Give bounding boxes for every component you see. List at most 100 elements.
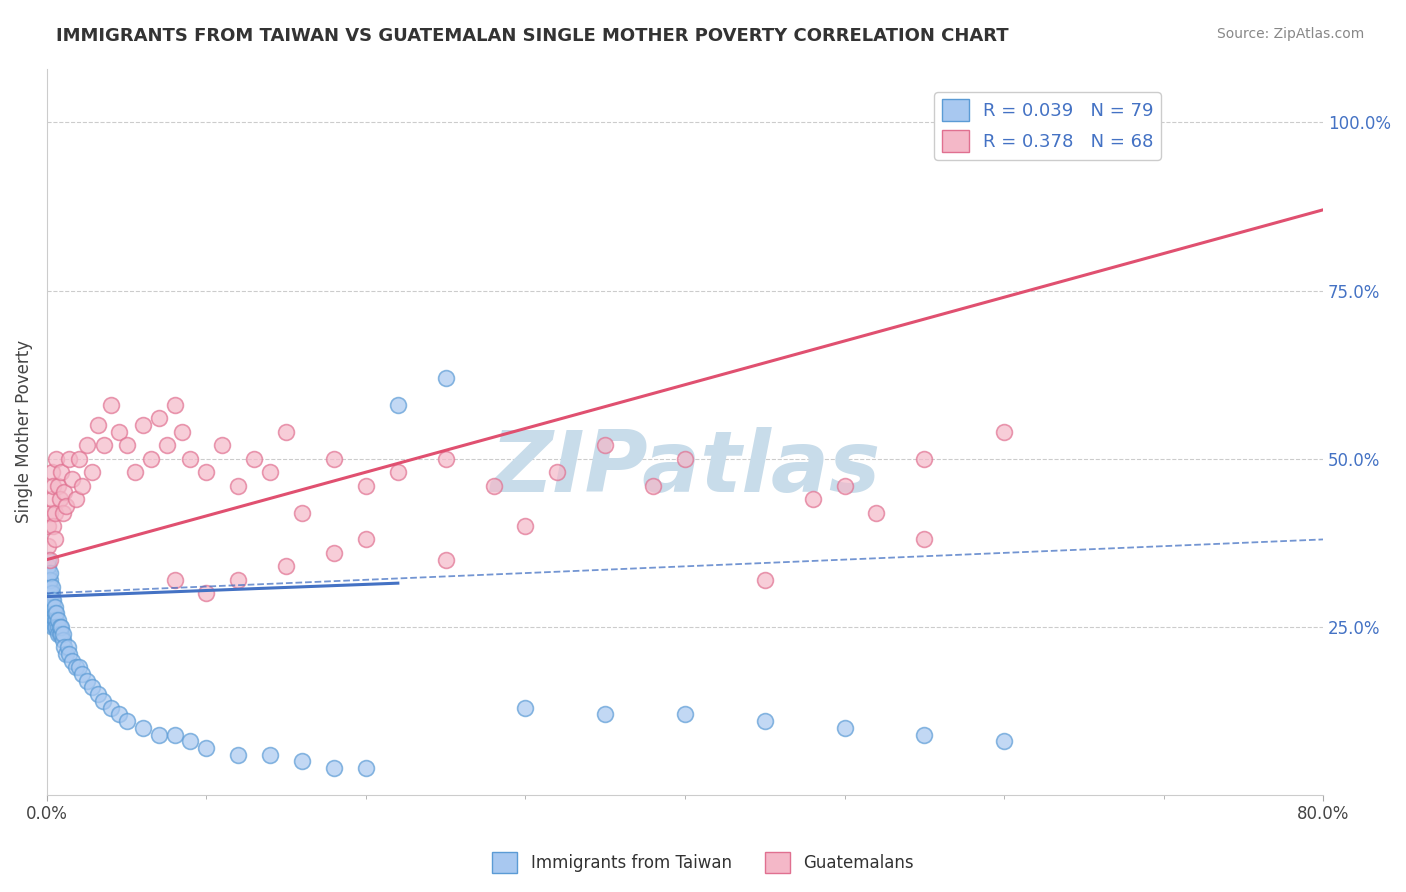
Point [37,559,59,574]
Point [51,626,73,640]
Point [39,613,62,627]
Point [39,573,62,587]
Point [53,640,76,654]
Point [39,607,62,621]
Point [195,465,218,479]
Point [48,626,70,640]
Point [179,734,201,748]
Point [41,491,63,506]
Point [100,700,122,714]
Point [39,552,62,566]
Point [993,734,1015,748]
Point [195,741,218,756]
Point [259,747,281,762]
Point [434,371,457,385]
Point [67,660,90,674]
Point [87,687,110,701]
Point [41,593,63,607]
Point [44,607,66,621]
Point [37,599,59,614]
Point [70,667,93,681]
Point [754,714,776,728]
Point [87,418,110,433]
Point [211,438,233,452]
Point [67,451,90,466]
Text: ZIPatlas: ZIPatlas [489,426,880,509]
Point [37,519,59,533]
Point [48,491,70,506]
Point [593,707,616,722]
Point [148,411,170,425]
Point [124,465,146,479]
Legend: R = 0.039   N = 79, R = 0.378   N = 68: R = 0.039 N = 79, R = 0.378 N = 68 [935,92,1161,160]
Point [195,586,218,600]
Point [179,451,201,466]
Point [912,533,935,547]
Point [52,506,75,520]
Point [912,451,935,466]
Point [65,491,87,506]
Point [53,485,76,500]
Point [42,519,65,533]
Point [37,593,59,607]
Point [912,727,935,741]
Point [163,398,186,412]
Point [993,425,1015,439]
Point [41,613,63,627]
Point [37,573,59,587]
Point [80,465,103,479]
Point [276,559,298,574]
Point [39,599,62,614]
Point [243,451,266,466]
Point [546,465,568,479]
Point [801,491,824,506]
Point [515,519,537,533]
Point [387,465,409,479]
Point [44,620,66,634]
Point [434,451,457,466]
Point [37,580,59,594]
Point [39,593,62,607]
Point [45,451,67,466]
Point [834,478,856,492]
Point [46,620,69,634]
Point [323,761,346,775]
Point [323,546,346,560]
Point [131,418,153,433]
Point [55,647,77,661]
Point [39,586,62,600]
Point [673,451,696,466]
Point [52,633,75,648]
Point [323,451,346,466]
Point [37,613,59,627]
Point [228,573,250,587]
Point [48,620,70,634]
Point [291,755,314,769]
Point [70,478,93,492]
Point [41,599,63,614]
Point [41,586,63,600]
Point [46,478,69,492]
Point [76,438,98,452]
Point [46,613,69,627]
Point [37,566,59,580]
Point [163,727,186,741]
Point [259,465,281,479]
Point [39,566,62,580]
Point [42,613,65,627]
Point [39,506,62,520]
Point [643,478,665,492]
Point [387,398,409,412]
Point [37,539,59,553]
Point [42,599,65,614]
Point [45,613,67,627]
Point [37,586,59,600]
Legend: Immigrants from Taiwan, Guatemalans: Immigrants from Taiwan, Guatemalans [485,846,921,880]
Point [42,607,65,621]
Point [45,607,67,621]
Point [65,660,87,674]
Point [155,438,177,452]
Point [107,425,129,439]
Y-axis label: Single Mother Poverty: Single Mother Poverty [15,340,32,524]
Point [100,398,122,412]
